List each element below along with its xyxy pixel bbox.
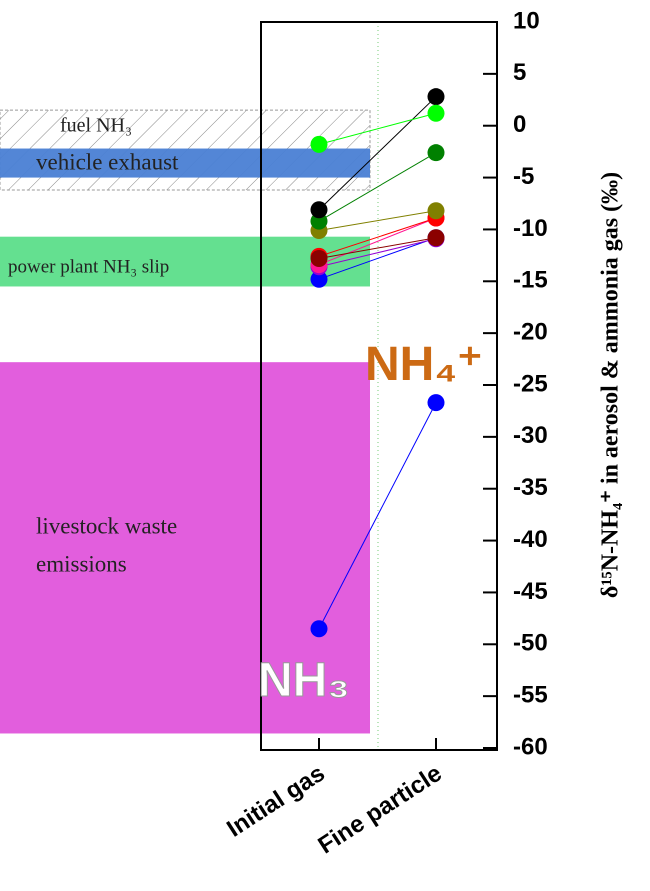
point bbox=[427, 229, 445, 247]
series-line bbox=[318, 217, 437, 266]
y-tick-label: -60 bbox=[513, 733, 548, 760]
y-tick-label: -35 bbox=[513, 474, 548, 501]
x-tick-label: Fine particle bbox=[313, 760, 446, 860]
point bbox=[310, 201, 328, 219]
series-line bbox=[318, 238, 437, 268]
y-tick-label: -30 bbox=[513, 422, 548, 449]
source-band bbox=[0, 148, 370, 178]
plot-frame bbox=[260, 21, 498, 751]
y-tick-label: -5 bbox=[513, 163, 534, 190]
point bbox=[310, 135, 328, 153]
band-label: livestock waste bbox=[36, 513, 177, 538]
series-line bbox=[318, 96, 437, 211]
band-label: power plant NH₃ slip bbox=[8, 256, 169, 277]
point bbox=[310, 620, 328, 638]
band-label: fuel NH₃ bbox=[60, 115, 132, 137]
y-axis-label: δ¹⁵N-NH₄⁺ in aerosol & ammonia gas (‰) bbox=[598, 172, 624, 598]
y-tick-label: 5 bbox=[513, 59, 526, 86]
y-tick-label: 10 bbox=[513, 7, 540, 34]
annotation: NH₄⁺ bbox=[365, 338, 483, 391]
source-band bbox=[0, 362, 370, 734]
point bbox=[427, 144, 445, 162]
series-line bbox=[318, 237, 437, 259]
band-label: vehicle exhaust bbox=[36, 149, 179, 174]
series-line bbox=[318, 112, 437, 145]
point bbox=[427, 104, 445, 122]
series-line bbox=[318, 210, 437, 231]
point bbox=[427, 88, 445, 106]
series-line bbox=[318, 402, 437, 629]
series-line bbox=[318, 217, 437, 257]
point bbox=[310, 249, 328, 267]
point bbox=[427, 394, 445, 412]
annotation: NH₃ bbox=[258, 654, 350, 707]
y-tick-label: -50 bbox=[513, 630, 548, 657]
y-tick-label: -20 bbox=[513, 318, 548, 345]
source-band bbox=[0, 236, 370, 287]
y-tick-label: -10 bbox=[513, 215, 548, 242]
y-tick-label: -45 bbox=[513, 578, 548, 605]
band-label: emissions bbox=[36, 551, 127, 576]
series-line bbox=[318, 152, 437, 222]
x-tick-label: Initial gas bbox=[222, 760, 330, 843]
y-tick-label: -15 bbox=[513, 267, 548, 294]
point bbox=[427, 202, 445, 220]
y-tick-label: -40 bbox=[513, 526, 548, 553]
series-line bbox=[318, 237, 437, 280]
y-tick-label: -55 bbox=[513, 681, 548, 708]
y-tick-label: 0 bbox=[513, 111, 526, 138]
point bbox=[310, 270, 328, 288]
y-tick-label: -25 bbox=[513, 370, 548, 397]
